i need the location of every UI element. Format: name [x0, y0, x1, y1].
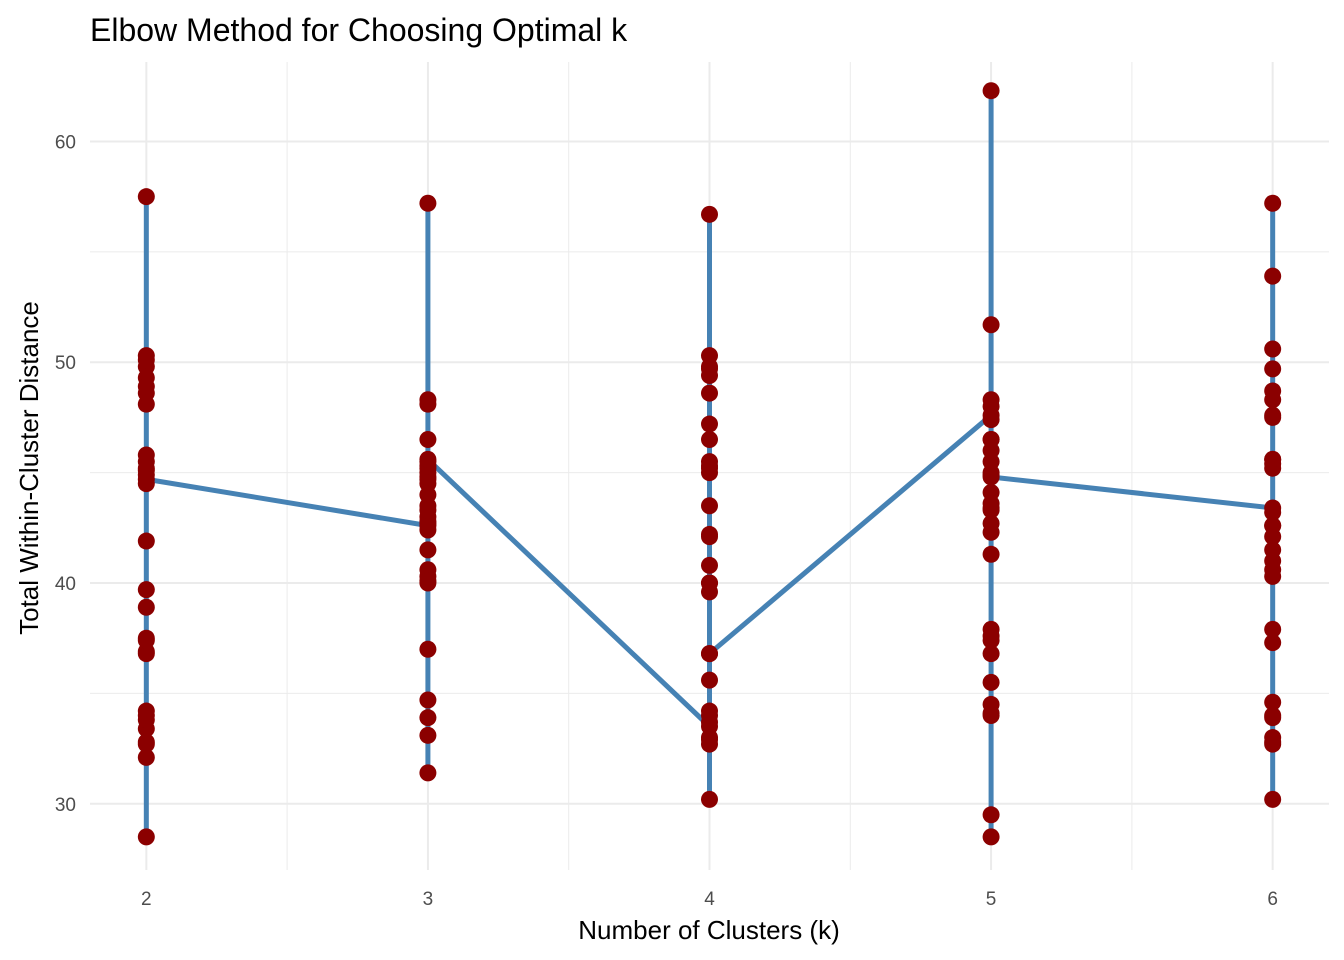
data-point [137, 378, 155, 396]
data-point [1264, 194, 1282, 212]
data-point [982, 316, 1000, 334]
data-point [137, 581, 155, 599]
data-point [419, 709, 437, 727]
data-point [1264, 360, 1282, 378]
data-point [982, 545, 1000, 563]
data-point [982, 431, 1000, 449]
data-point [701, 205, 718, 223]
data-point [701, 415, 718, 433]
data-point [1264, 517, 1282, 535]
data-point [982, 627, 1000, 645]
x-axis-title: Number of Clusters (k) [578, 915, 840, 945]
data-point [419, 194, 437, 212]
data-point [137, 828, 155, 846]
data-point [1264, 391, 1282, 409]
y-tick-labels: 30 40 50 60 [55, 132, 76, 815]
data-point [419, 640, 437, 658]
x-tick-label: 4 [704, 889, 715, 910]
data-point [1264, 408, 1282, 426]
data-point [1264, 735, 1282, 753]
data-point [1264, 634, 1282, 652]
data-point [982, 514, 1000, 532]
data-point [1264, 267, 1282, 285]
data-point [982, 706, 1000, 724]
data-point [982, 411, 1000, 429]
data-point [701, 645, 718, 663]
data-point [1264, 541, 1282, 559]
data-point [137, 631, 155, 649]
data-point [137, 470, 155, 488]
data-point [701, 358, 718, 376]
data-point [1264, 706, 1282, 724]
y-tick-label: 50 [55, 353, 76, 374]
data-point [137, 351, 155, 369]
data-point [982, 645, 1000, 663]
data-point [1264, 340, 1282, 358]
data-point [982, 673, 1000, 691]
x-tick-label: 5 [986, 889, 997, 910]
data-point [137, 735, 155, 753]
data-point [1264, 693, 1282, 711]
x-tick-label: 6 [1267, 889, 1278, 910]
y-tick-label: 60 [55, 132, 76, 153]
data-point [1264, 567, 1282, 585]
data-point [1264, 620, 1282, 638]
data-point [419, 395, 437, 413]
data-point [701, 528, 718, 546]
data-point [982, 397, 1000, 415]
data-points [137, 82, 1282, 846]
data-point [701, 790, 718, 808]
data-point [701, 497, 718, 515]
data-point [982, 806, 1000, 824]
data-point [1264, 450, 1282, 468]
data-point [701, 671, 718, 689]
data-point [137, 188, 155, 206]
data-point [982, 468, 1000, 486]
data-point [137, 748, 155, 766]
x-tick-labels: 2 3 4 5 6 [141, 889, 1278, 910]
y-tick-label: 40 [55, 574, 76, 595]
data-point [701, 384, 718, 402]
data-point [137, 598, 155, 616]
data-point [137, 706, 155, 724]
data-point [701, 431, 718, 449]
data-point [419, 501, 437, 519]
data-point [419, 541, 437, 559]
data-point [419, 726, 437, 744]
data-point [701, 556, 718, 574]
data-point [701, 574, 718, 592]
data-point [419, 450, 437, 468]
data-point [982, 82, 1000, 100]
data-point [1264, 790, 1282, 808]
data-point [419, 691, 437, 709]
data-point [419, 431, 437, 449]
chart-title: Elbow Method for Choosing Optimal k [90, 12, 628, 48]
data-point [701, 464, 718, 482]
data-point [982, 828, 1000, 846]
data-point [982, 499, 1000, 517]
x-tick-label: 3 [423, 889, 434, 910]
y-axis-title: Total Within-Cluster Distance [14, 301, 44, 635]
data-point [1264, 503, 1282, 521]
y-tick-label: 30 [55, 795, 76, 816]
data-point [701, 706, 718, 724]
data-point [701, 731, 718, 749]
data-point [419, 572, 437, 590]
data-point [419, 764, 437, 782]
x-tick-label: 2 [141, 889, 152, 910]
data-point [137, 532, 155, 550]
